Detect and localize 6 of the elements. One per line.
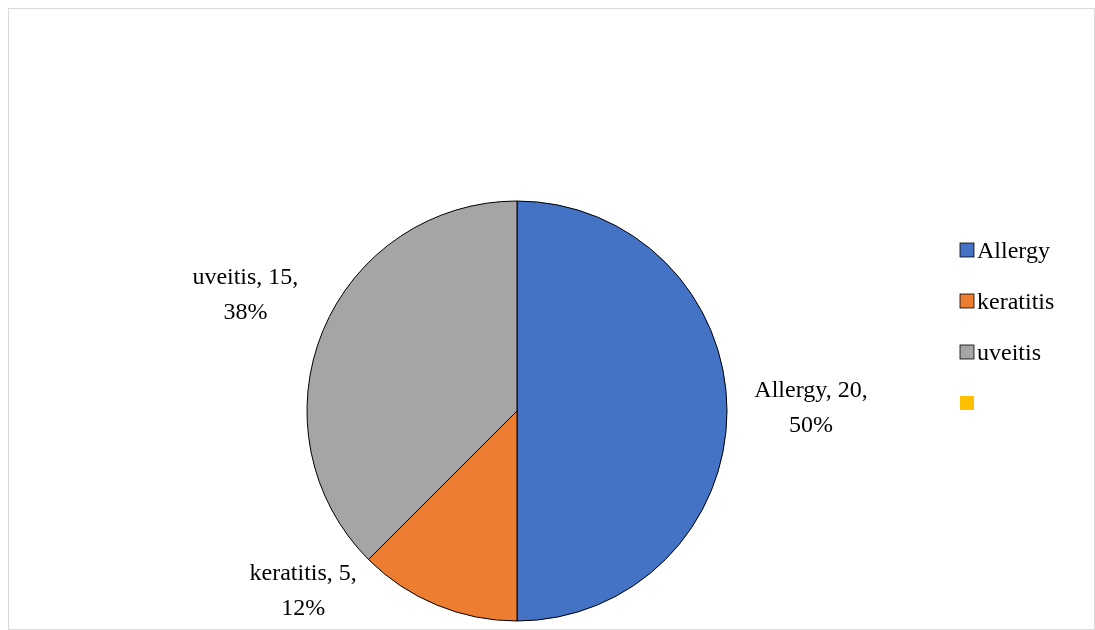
legend-label: keratitis: [977, 288, 1055, 314]
data-label: Allergy, 20, 50%: [754, 376, 868, 437]
data-label: uveitis, 15, 38%: [192, 263, 299, 325]
legend-label: Allergy: [977, 237, 1050, 263]
data-label: keratitis, 5, 12%: [249, 559, 357, 620]
legend-label: uveitis: [977, 339, 1041, 365]
